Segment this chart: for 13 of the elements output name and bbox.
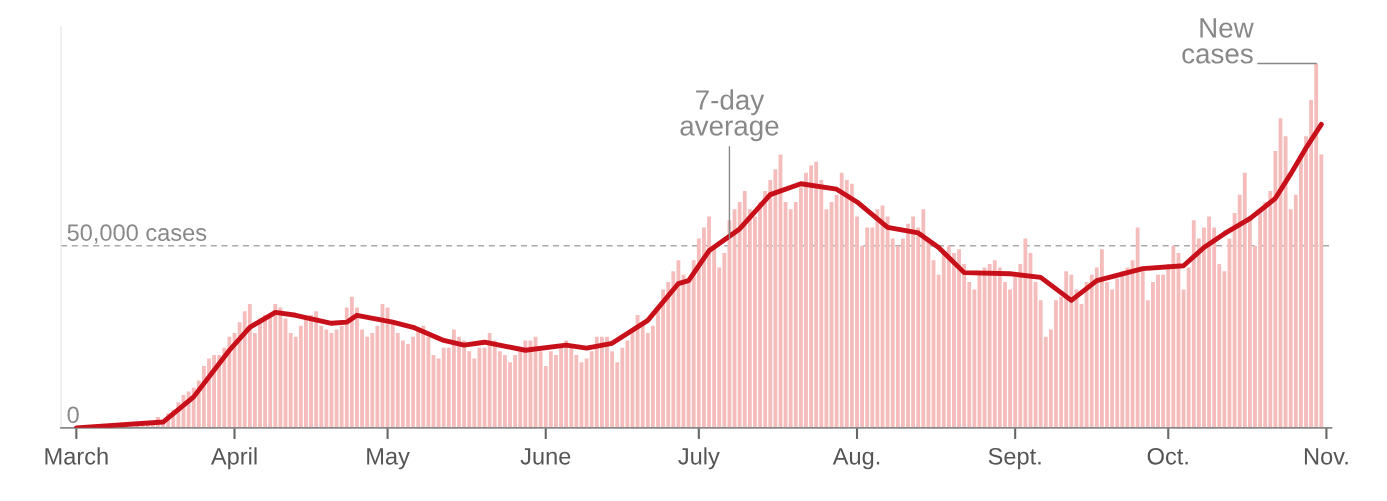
y-tick-label: 0 [67,406,79,424]
x-tick-label: Oct. [1147,447,1188,465]
x-tick-label: Nov. [1304,448,1348,465]
x-tick-label: March [45,447,108,465]
x-tick-label: May [367,448,410,470]
annotation: 7-day average [680,89,779,142]
x-tick-label: June [520,448,571,465]
x-tick-label: July [678,447,720,470]
x-tick-label: Sept. [988,447,1041,470]
annotation: New cases [1182,18,1254,64]
x-tick-label: April [210,447,257,470]
y-tick-label: 50,000 cases [67,224,207,244]
x-tick-label: Aug. [832,448,880,470]
